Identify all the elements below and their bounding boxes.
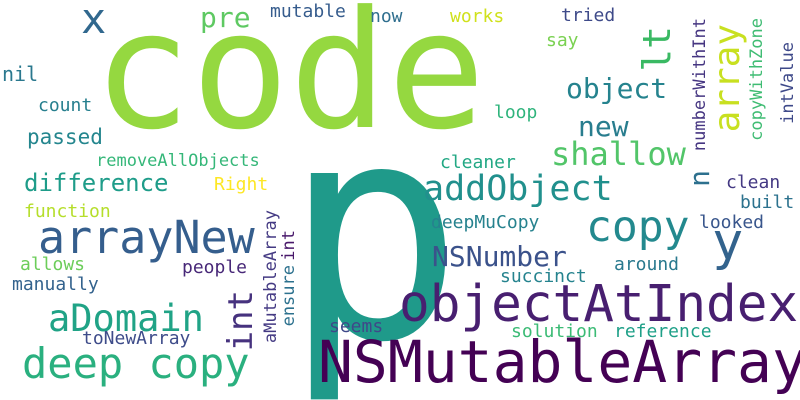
word-manually: manually	[12, 274, 99, 295]
word-lt: lt	[635, 26, 679, 72]
word-say: say	[546, 30, 579, 51]
word-difference: difference	[24, 169, 169, 197]
word-pre: pre	[200, 1, 251, 34]
word-array: array	[707, 24, 748, 133]
word-allows: allows	[20, 254, 86, 275]
word-numberwithint: numberWithInt	[690, 18, 710, 152]
word-function: function	[24, 201, 111, 222]
word-right: Right	[214, 174, 269, 195]
word-looked: looked	[699, 212, 765, 233]
word-cleaner: cleaner	[440, 152, 516, 173]
word-tonewarray: toNewArray	[82, 328, 191, 349]
word-p: p	[283, 59, 464, 400]
word-reference: reference	[614, 321, 712, 342]
word-clean: clean	[726, 172, 781, 193]
word-count: count	[38, 95, 93, 116]
word-arraynew: arrayNew	[38, 211, 255, 264]
word-seems: seems	[329, 316, 384, 337]
word-now: now	[370, 6, 403, 27]
word-n: n	[683, 170, 716, 187]
word-works: works	[450, 6, 505, 27]
word-code: code	[93, 0, 486, 166]
word-ensure: ensure	[279, 265, 299, 327]
word-objectatindex: objectAtIndex	[399, 275, 799, 334]
word-intvalue: intValue	[778, 42, 798, 124]
word-int: int	[221, 290, 261, 352]
word-addobject: addObject	[423, 169, 613, 209]
word-built: built	[740, 192, 795, 213]
word-x: x	[81, 0, 107, 43]
word-deepmucopy: deepMuCopy	[431, 212, 540, 233]
word-around: around	[614, 254, 680, 275]
word-nsmutablearray: NSMutableArray	[318, 328, 800, 396]
word-solution: solution	[511, 321, 598, 342]
word-int-small: int	[279, 230, 299, 261]
word-y: y	[712, 212, 744, 272]
word-adomain: aDomain	[48, 297, 204, 340]
word-removeallobjects: removeAllObjects	[96, 151, 260, 171]
word-amutablearray: aMutableArray	[261, 210, 281, 344]
word-nsnumber: NSNumber	[432, 240, 567, 273]
word-succinct: succinct	[500, 266, 587, 287]
word-shallow: shallow	[551, 135, 686, 173]
word-people: people	[182, 257, 248, 278]
word-object: object	[566, 72, 668, 105]
word-tried: tried	[561, 5, 616, 26]
word-new: new	[578, 110, 629, 143]
word-copywithzone: copyWithZone	[747, 18, 767, 141]
word-copy: copy	[586, 202, 690, 252]
word-loop: loop	[494, 102, 538, 123]
word-passed: passed	[27, 125, 103, 149]
word-deep-copy: deep copy	[22, 339, 250, 388]
word-mutable: mutable	[270, 1, 346, 22]
word-nil: nil	[2, 62, 39, 86]
